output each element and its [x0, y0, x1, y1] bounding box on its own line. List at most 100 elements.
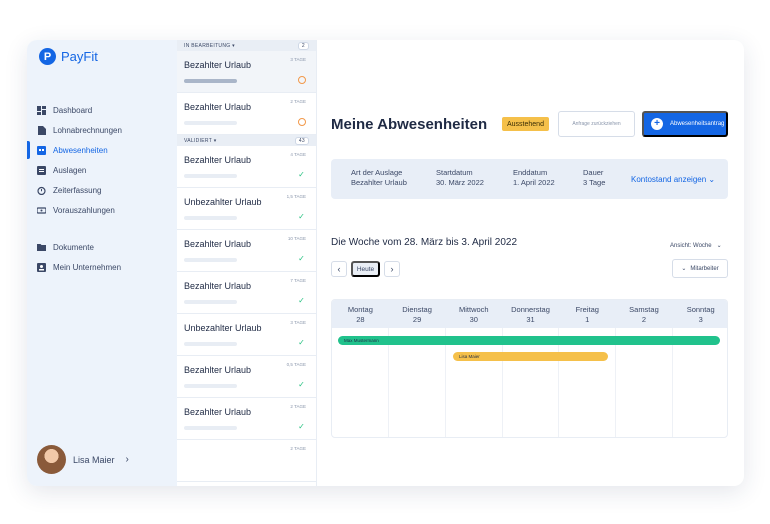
day-name: Samstag [629, 305, 659, 314]
section-header-validated[interactable]: VALIDIERT ▾ 43 [177, 135, 316, 146]
day-number: 28 [356, 315, 365, 324]
plus-icon: + [651, 118, 663, 130]
pending-clock-icon [298, 118, 306, 126]
item-title: Bezahlter Urlaub [184, 239, 252, 249]
item-placeholder-bar [184, 121, 237, 125]
pending-clock-icon [298, 76, 306, 84]
list-item[interactable]: 2 TAGE [177, 440, 316, 482]
today-button[interactable]: Heute [351, 261, 380, 277]
list-item[interactable]: Bezahlter Urlaub 2 TAGE [177, 93, 316, 135]
folder-icon [37, 243, 46, 252]
user-name: Lisa Maier [73, 454, 115, 465]
sidebar-item-documents[interactable]: Dokumente [27, 237, 177, 257]
item-title: Bezahlter Urlaub [184, 365, 252, 375]
request-details: Art der Auslage Bezahlter Urlaub Startda… [331, 159, 728, 199]
week-title: Die Woche vom 28. März bis 3. April 2022 [331, 237, 518, 248]
chevron-right-icon: › [125, 454, 129, 465]
day-number: 2 [641, 315, 647, 324]
checkmark-icon: ✓ [298, 422, 305, 431]
item-days: 1,5 TAGE [286, 194, 306, 199]
day-number: 31 [526, 315, 535, 324]
view-select-label: Ansicht: Woche [670, 243, 712, 249]
receipt-icon [37, 165, 46, 175]
list-item[interactable]: Bezahlter Urlaub 2 TAGE ✓ [177, 398, 316, 440]
avatar [37, 445, 66, 474]
day-column [446, 328, 503, 437]
item-placeholder-bar [184, 384, 237, 388]
list-item[interactable]: Bezahlter Urlaub 3 TAGE [177, 51, 316, 93]
app-window: P PayFit Dashboard Lohnabrechnungen A [27, 40, 744, 486]
item-placeholder-bar [184, 300, 237, 304]
detail-value: 3 Tage [583, 178, 606, 187]
sidebar-item-company[interactable]: Mein Unternehmen [27, 257, 177, 277]
show-balance-link[interactable]: Kontostand anzeigen ⌄ [631, 175, 715, 184]
list-item[interactable]: Bezahlter Urlaub 10 TAGE ✓ [177, 230, 316, 272]
checkmark-icon: ✓ [298, 170, 305, 179]
day-header: Montag 28 [332, 300, 389, 328]
day-name: Dienstag [402, 305, 432, 314]
sidebar-item-advances[interactable]: Vorauszahlungen [27, 200, 177, 220]
employees-filter-button[interactable]: ⌄ Mitarbeiter [672, 259, 728, 278]
item-title: Bezahlter Urlaub [184, 281, 252, 291]
list-item[interactable]: Unbezahlter Urlaub 1,5 TAGE ✓ [177, 188, 316, 230]
day-name: Mittwoch [459, 305, 489, 314]
section-label: IN BEARBEITUNG [184, 42, 231, 49]
section-header-in-progress[interactable]: IN BEARBEITUNG ▾ 2 [177, 40, 316, 51]
sidebar-item-label: Vorauszahlungen [53, 205, 115, 215]
absence-bar-max-mustermann[interactable]: Max Mustermann [338, 336, 720, 345]
day-header: Freitag 1 [559, 300, 616, 328]
prev-week-button[interactable]: ‹ [331, 261, 347, 277]
list-item[interactable]: Bezahlter Urlaub 0,5 TAGE ✓ [177, 356, 316, 398]
item-days: 10 TAGE [287, 236, 306, 241]
detail-label: Art der Auslage [351, 168, 403, 177]
list-item[interactable]: Bezahlter Urlaub 4 TAGE ✓ [177, 146, 316, 188]
item-placeholder-bar [184, 342, 237, 346]
id-card-icon [37, 262, 46, 272]
calendar-header: Montag 28 Dienstag 29 Mittwoch 30 Donnersta… [332, 300, 727, 328]
checkmark-icon: ✓ [298, 380, 305, 389]
new-absence-button[interactable]: + Abwesenheitsantrag [642, 111, 728, 137]
chevron-down-icon: ⌄ [713, 243, 722, 249]
item-title: Bezahlter Urlaub [184, 407, 252, 417]
sidebar-item-absences[interactable]: Abwesenheiten [27, 140, 177, 160]
day-header: Donnerstag 31 [502, 300, 559, 328]
day-number: 29 [412, 315, 422, 324]
sidebar-item-time-tracking[interactable]: Zeiterfassung [27, 180, 177, 200]
sidebar-item-label: Dashboard [53, 105, 93, 115]
user-menu[interactable]: Lisa Maier › [37, 445, 129, 474]
item-title: Bezahlter Urlaub [184, 60, 252, 70]
show-balance-label: Kontostand anzeigen [631, 175, 707, 184]
sidebar: P PayFit Dashboard Lohnabrechnungen A [27, 40, 177, 486]
chevron-down-icon: ⌄ [681, 266, 687, 272]
absence-bar-lisa-maier[interactable]: Lisa Maier [453, 352, 608, 361]
detail-label: Enddatum [513, 168, 548, 177]
checkmark-icon: ✓ [298, 338, 305, 347]
payfit-logo[interactable]: P PayFit [39, 48, 98, 65]
day-header: Mittwoch 30 [445, 300, 502, 328]
list-item[interactable]: Unbezahlter Urlaub 3 TAGE ✓ [177, 314, 316, 356]
day-header: Sonntag 3 [672, 300, 727, 328]
withdraw-request-button[interactable]: Anfrage zurückziehen [558, 111, 635, 137]
nav-divider [27, 220, 177, 237]
logo-mark: P [39, 48, 56, 65]
list-item[interactable]: Bezahlter Urlaub 7 TAGE ✓ [177, 272, 316, 314]
detail-end: Enddatum 1. April 2022 [513, 168, 555, 188]
next-week-button[interactable]: › [384, 261, 400, 277]
checkmark-icon: ✓ [298, 212, 305, 221]
section-count: 43 [294, 136, 309, 145]
sidebar-item-label: Mein Unternehmen [53, 262, 122, 272]
chevron-right-icon: › [390, 264, 394, 274]
item-placeholder-bar [184, 426, 237, 430]
section-label: VALIDIERT [184, 137, 212, 144]
sidebar-item-label: Lohnabrechnungen [53, 125, 122, 135]
detail-duration: Dauer 3 Tage [583, 168, 605, 188]
detail-value: 30. März 2022 [436, 178, 484, 187]
view-select[interactable]: Ansicht: Woche ⌄ [670, 242, 722, 249]
sidebar-item-payslips[interactable]: Lohnabrechnungen [27, 120, 177, 140]
item-days: 7 TAGE [290, 278, 306, 283]
sidebar-item-label: Auslagen [53, 165, 87, 175]
sidebar-item-expenses[interactable]: Auslagen [27, 160, 177, 180]
day-number: 1 [585, 315, 590, 324]
day-column [332, 328, 389, 437]
sidebar-item-dashboard[interactable]: Dashboard [27, 100, 177, 120]
